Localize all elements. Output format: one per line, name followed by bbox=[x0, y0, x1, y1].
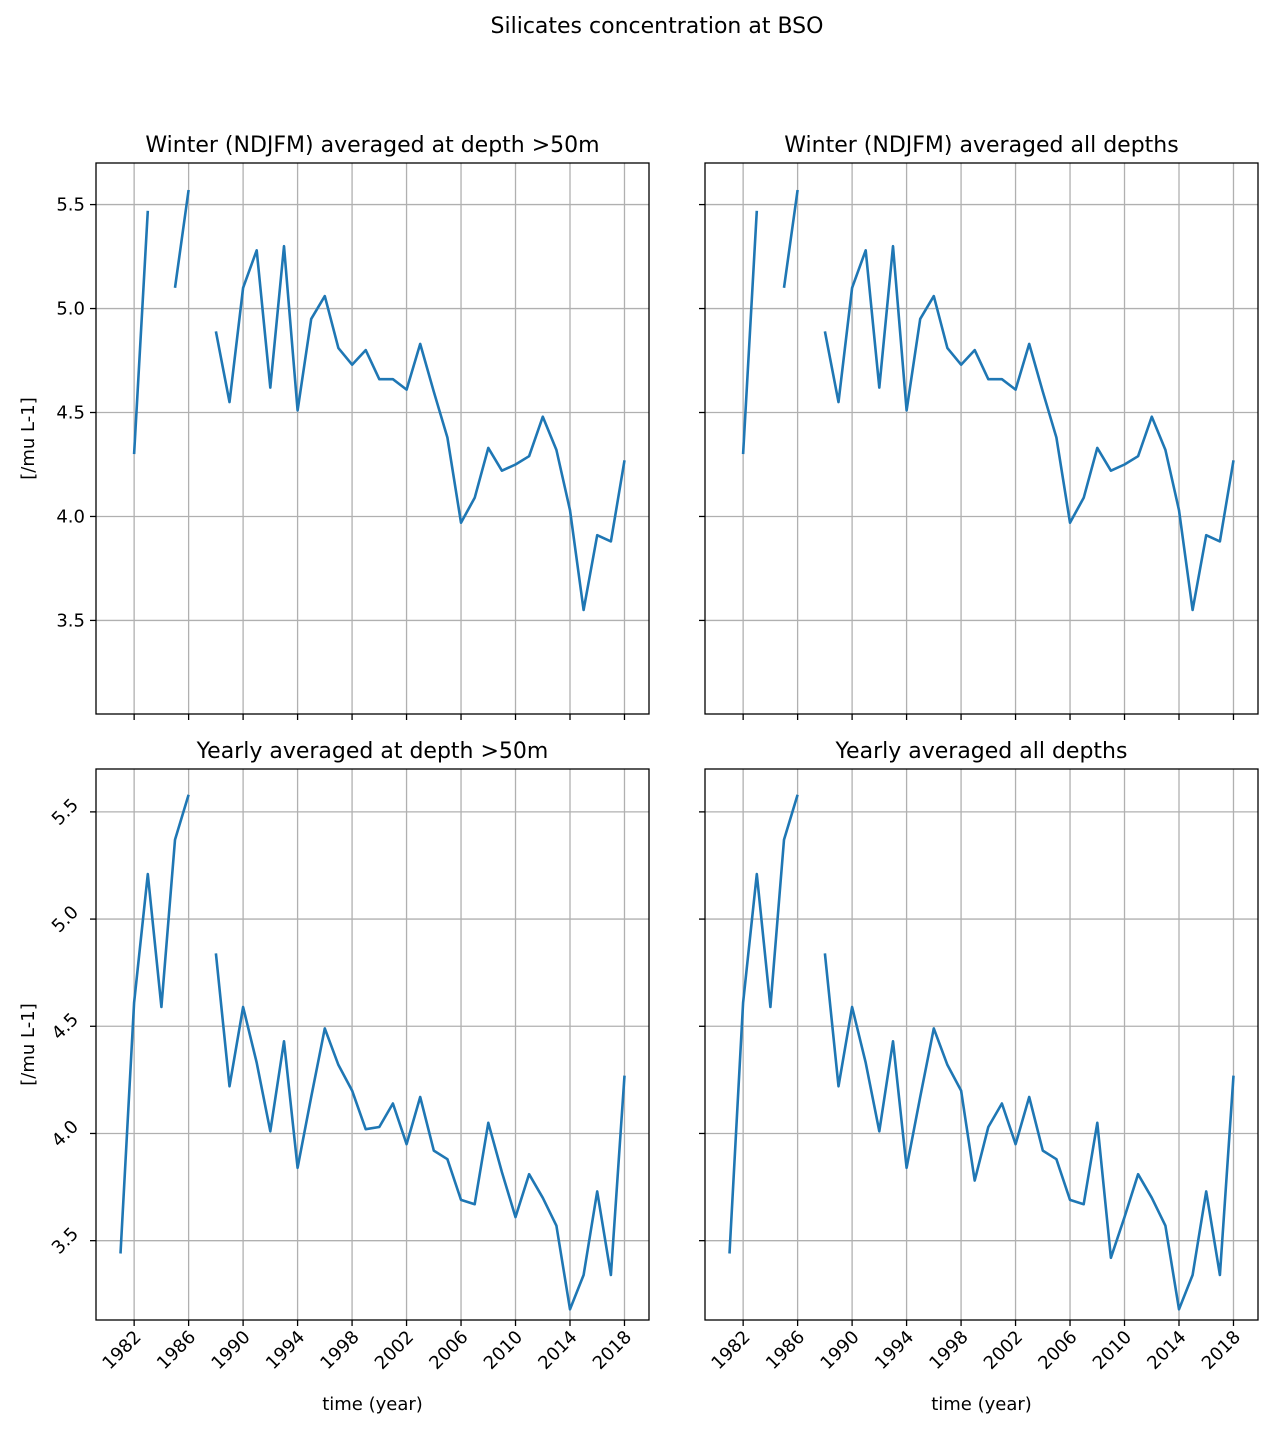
x-tick-label: 1982 bbox=[707, 1327, 754, 1374]
x-tick-label: 2010 bbox=[480, 1327, 527, 1374]
chart-panel-2: Winter (NDJFM) averaged all depths bbox=[699, 133, 1259, 720]
y-tick-label: 5.0 bbox=[48, 902, 83, 937]
y-tick-label: 4.5 bbox=[56, 403, 85, 424]
x-axis-label: time (year) bbox=[931, 1394, 1032, 1415]
x-tick-label: 1990 bbox=[816, 1327, 863, 1374]
y-tick-label: 5.5 bbox=[56, 195, 85, 216]
x-tick-label: 2002 bbox=[371, 1327, 418, 1374]
x-tick-label: 2014 bbox=[534, 1327, 581, 1374]
chart-panel-1: 3.5 4.0 4.5 5.0 5.5 Winter (NDJFM) averaged a… bbox=[18, 133, 650, 720]
x-tick-label: 1998 bbox=[316, 1327, 363, 1374]
chart-panel-4: 1982 1986 1990 1994 1998 2002 2006 2010 2014 2018… bbox=[699, 739, 1259, 1415]
x-tick-label: 2006 bbox=[425, 1327, 472, 1374]
x-tick-label: 1986 bbox=[762, 1327, 809, 1374]
x-tick-label: 2002 bbox=[980, 1327, 1027, 1374]
y-tick-label: 4.0 bbox=[56, 506, 85, 527]
y-axis-label: [/mu L-1] bbox=[18, 1003, 39, 1085]
series-line bbox=[119, 794, 626, 1311]
figure-suptitle: Silicates concentration at BSO bbox=[491, 14, 824, 39]
x-tick-label: 2018 bbox=[1198, 1327, 1245, 1374]
y-tick-label: 5.5 bbox=[48, 795, 83, 830]
x-tick-label: 1994 bbox=[262, 1327, 309, 1374]
panel-title: Winter (NDJFM) averaged at depth >50m bbox=[145, 133, 599, 158]
x-tick-label: 1982 bbox=[98, 1327, 145, 1374]
x-tick-label: 1990 bbox=[207, 1327, 254, 1374]
y-tick-label: 3.5 bbox=[56, 610, 85, 631]
panel-title: Yearly averaged at depth >50m bbox=[196, 739, 549, 764]
axes-frame bbox=[704, 768, 1259, 1321]
x-tick-label: 2006 bbox=[1034, 1327, 1081, 1374]
x-tick-label: 1998 bbox=[925, 1327, 972, 1374]
x-axis-label: time (year) bbox=[322, 1394, 423, 1415]
y-axis-label: [/mu L-1] bbox=[18, 397, 39, 479]
x-tick-label: 1986 bbox=[153, 1327, 200, 1374]
axes-frame bbox=[704, 162, 1259, 715]
axes-frame bbox=[95, 162, 650, 715]
series-line bbox=[132, 189, 626, 612]
x-tick-label: 2010 bbox=[1089, 1327, 1136, 1374]
x-tick-label: 2014 bbox=[1143, 1327, 1190, 1374]
y-tick-label: 4.0 bbox=[48, 1116, 83, 1151]
panel-title: Winter (NDJFM) averaged all depths bbox=[784, 133, 1178, 158]
x-tick-label: 1994 bbox=[871, 1327, 918, 1374]
y-tick-label: 4.5 bbox=[48, 1009, 83, 1044]
series-line bbox=[728, 794, 1235, 1311]
chart-panel-3: 1982 1986 1990 1994 1998 2002 2006 2010 2014 2018… bbox=[18, 739, 650, 1415]
axes-frame bbox=[95, 768, 650, 1321]
y-tick-label: 3.5 bbox=[48, 1223, 83, 1258]
y-tick-label: 5.0 bbox=[56, 299, 85, 320]
x-tick-label: 2018 bbox=[589, 1327, 636, 1374]
series-line bbox=[741, 189, 1235, 612]
panel-title: Yearly averaged all depths bbox=[835, 739, 1128, 764]
